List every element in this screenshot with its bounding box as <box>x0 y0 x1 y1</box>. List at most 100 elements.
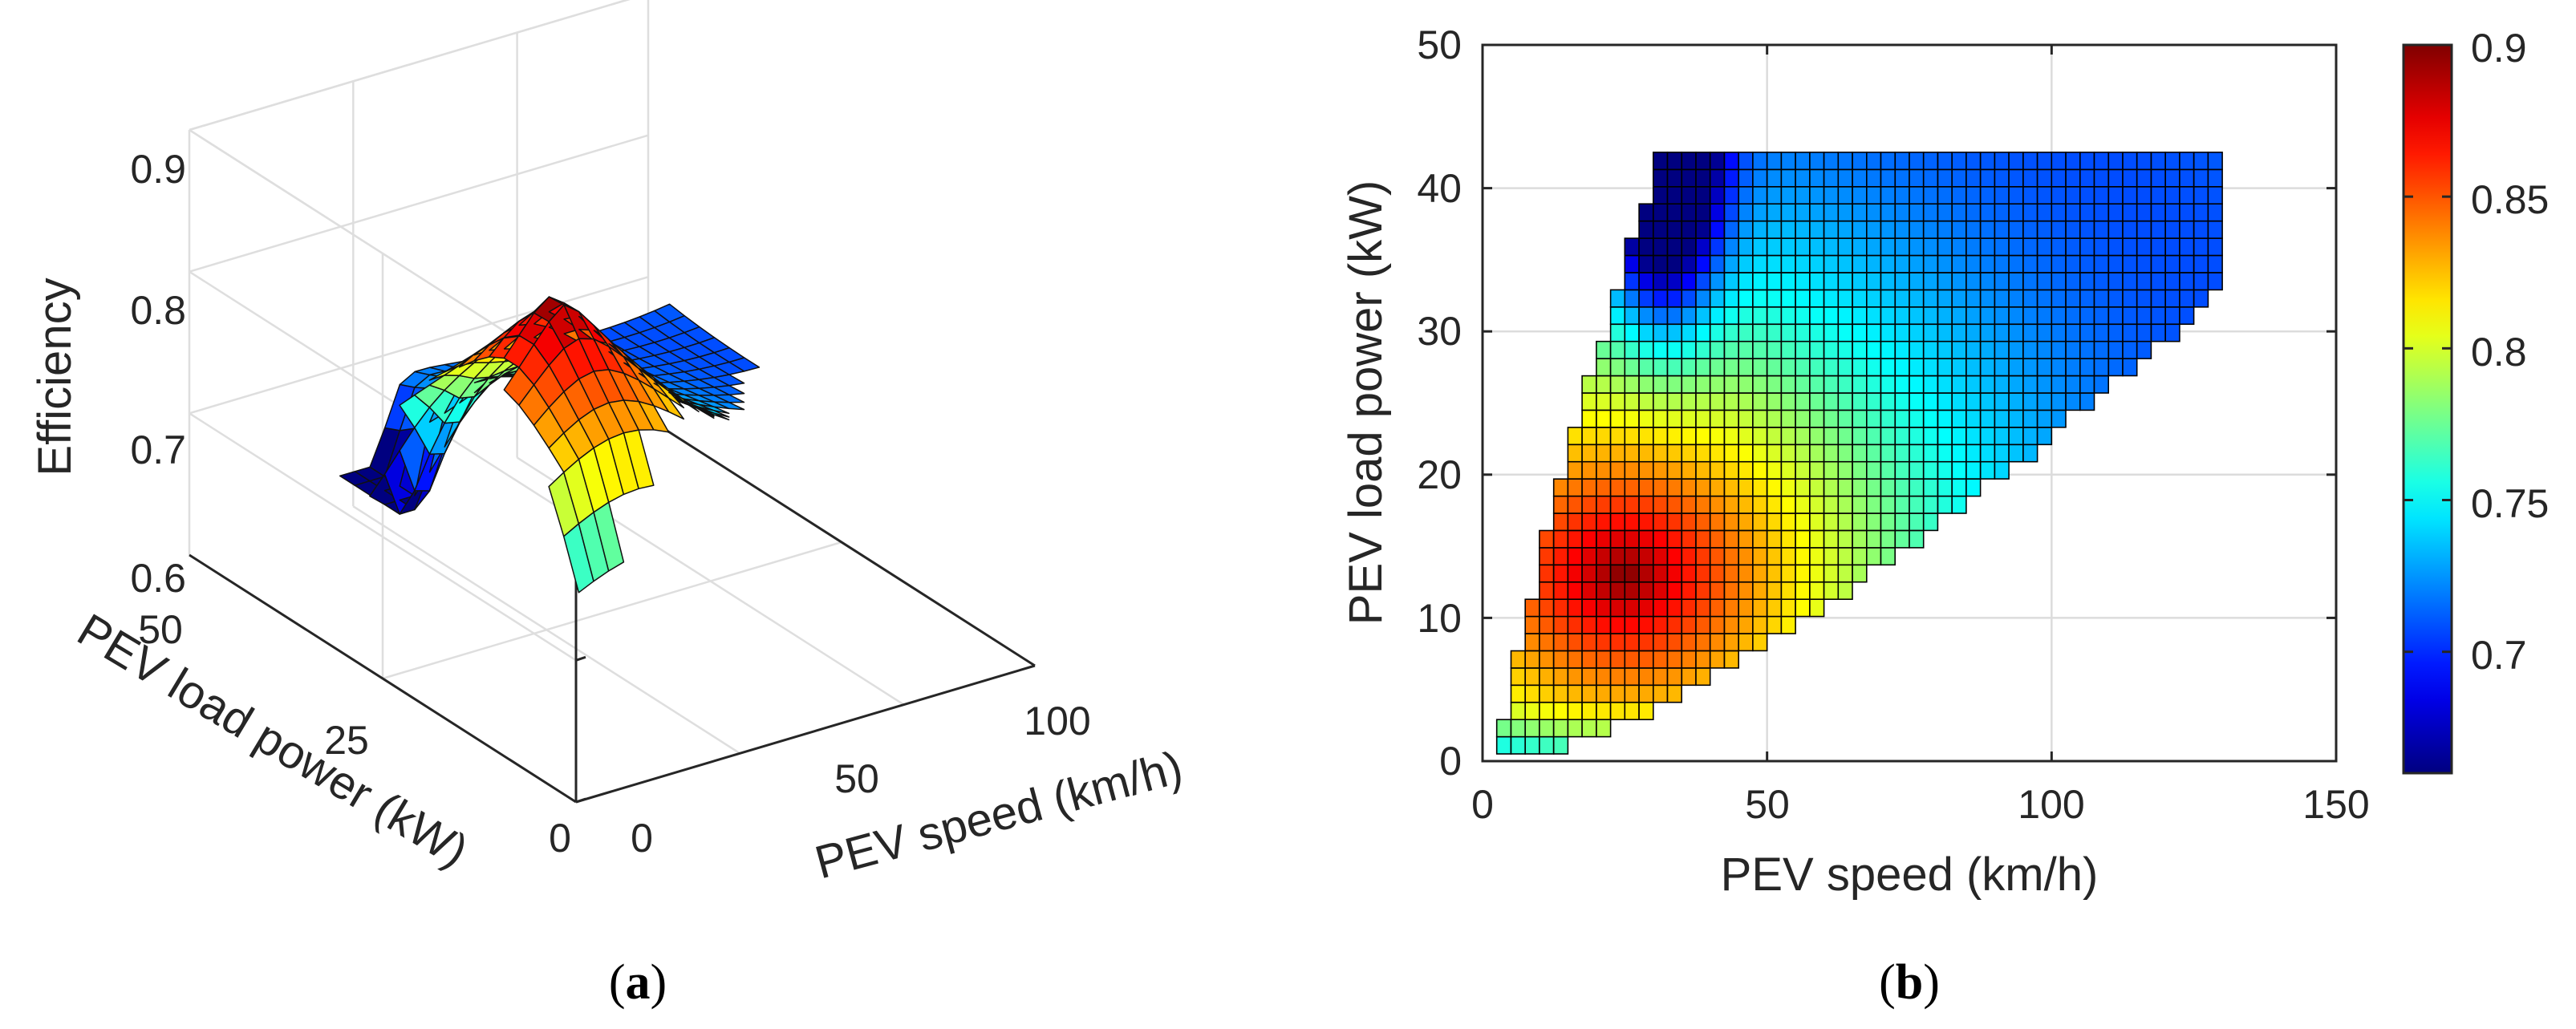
heatmap-cell <box>1965 375 1982 394</box>
heatmap-cell <box>1709 615 1726 634</box>
heatmap-cell <box>1880 306 1897 325</box>
heatmap-cell <box>1596 460 1612 480</box>
heatmap-cell <box>2093 203 2110 222</box>
heatmap-cell <box>1524 650 1540 669</box>
heatmap-cell <box>1766 220 1783 239</box>
heatmap-cell <box>1766 581 1783 600</box>
heatmap-cell <box>2008 186 2024 205</box>
heatmap-cell <box>1609 306 1626 325</box>
heatmap-cell <box>1795 409 1811 428</box>
heatmap-cell <box>1723 358 1740 377</box>
heatmap-cell <box>1596 512 1612 532</box>
heatmap-cell <box>1624 323 1640 342</box>
heatmap-cell <box>2051 340 2067 359</box>
heatmap-cell <box>1738 564 1754 583</box>
heatmap-cell <box>1738 186 1754 205</box>
heatmap-cell <box>1666 547 1683 566</box>
heatmap-cell <box>1723 478 1740 497</box>
heatmap-cell <box>1965 444 1982 463</box>
heatmap-cell <box>1909 237 1925 257</box>
heatmap-cell <box>1738 220 1754 239</box>
heatmap-cell <box>1766 478 1783 497</box>
heatmap-cell <box>2065 254 2081 273</box>
heatmap-cell <box>1823 564 1840 583</box>
panel-b-colorbar <box>2402 43 2453 775</box>
heatmap-cell <box>1979 340 1996 359</box>
heatmap-cell <box>1951 444 1967 463</box>
heatmap-cell <box>1809 186 1825 205</box>
heatmap-cell <box>1624 650 1640 669</box>
heatmap-cell <box>2065 237 2081 257</box>
heatmap-cell <box>2150 323 2167 342</box>
heatmap-cell <box>1738 254 1754 273</box>
heatmap-cell <box>1738 272 1754 291</box>
heatmap-cell <box>1795 427 1811 446</box>
heatmap-cell <box>1937 152 1953 171</box>
heatmap-cell <box>1709 444 1726 463</box>
heatmap-cell <box>2207 186 2223 205</box>
heatmap-cell <box>1852 306 1868 325</box>
heatmap-cell <box>1909 306 1925 325</box>
heatmap-cell <box>1709 478 1726 497</box>
heatmap-cell <box>1922 512 1939 532</box>
heatmap-cell <box>1909 427 1925 446</box>
heatmap-cell <box>1909 168 1925 188</box>
heatmap-cell <box>2179 306 2195 325</box>
heatmap-cell <box>1567 495 1583 514</box>
heatmap-cell <box>1852 340 1868 359</box>
heatmap-cell <box>1994 460 2010 480</box>
heatmap-cell <box>1609 598 1626 618</box>
heatmap-cell <box>1809 168 1825 188</box>
heatmap-cell <box>2193 272 2209 291</box>
heatmap-cell <box>1937 427 1953 446</box>
heatmap-cell <box>1723 615 1740 634</box>
heatmap-cell <box>1638 220 1654 239</box>
heatmap-cell <box>1894 237 1910 257</box>
heatmap-cell <box>1624 427 1640 446</box>
heatmap-cell <box>1596 598 1612 618</box>
heatmap-cell <box>1823 358 1840 377</box>
heatmap-cell <box>1596 667 1612 687</box>
heatmap-cell <box>2051 306 2067 325</box>
heatmap-cell <box>1609 529 1626 549</box>
heatmap-cell <box>1723 444 1740 463</box>
heatmap-cell <box>1638 289 1654 308</box>
heatmap-cell <box>1837 220 1853 239</box>
heatmap-cell <box>1852 289 1868 308</box>
heatmap-cell <box>1994 323 2010 342</box>
heatmap-cell <box>1965 237 1982 257</box>
heatmap-cell <box>2008 409 2024 428</box>
heatmap-cell <box>1624 667 1640 687</box>
heatmap-cell <box>2164 203 2180 222</box>
heatmap-cell <box>1922 168 1939 188</box>
panel-b-y-tick-label: 50 <box>1417 22 1462 67</box>
heatmap-cell <box>1979 358 1996 377</box>
heatmap-cell <box>2122 323 2138 342</box>
heatmap-cell <box>1624 512 1640 532</box>
heatmap-cell <box>1624 684 1640 703</box>
heatmap-cell <box>1894 289 1910 308</box>
heatmap-cell <box>1780 564 1796 583</box>
heatmap-cell <box>1909 495 1925 514</box>
heatmap-cell <box>2079 220 2095 239</box>
heatmap-cell <box>2022 444 2038 463</box>
heatmap-cell <box>1681 495 1697 514</box>
heatmap-cell <box>1723 203 1740 222</box>
heatmap-cell <box>2022 323 2038 342</box>
heatmap-cell <box>1638 581 1654 600</box>
heatmap-cell <box>1609 289 1626 308</box>
heatmap-cell <box>1752 427 1768 446</box>
heatmap-cell <box>1880 152 1897 171</box>
heatmap-cell <box>1951 306 1967 325</box>
heatmap-cell <box>1809 564 1825 583</box>
heatmap-cell <box>1609 323 1626 342</box>
heatmap-cell <box>1880 409 1897 428</box>
heatmap-cell <box>1809 152 1825 171</box>
heatmap-cell <box>1823 529 1840 549</box>
heatmap-cell <box>1596 444 1612 463</box>
heatmap-cell <box>2051 375 2067 394</box>
heatmap-cell <box>1823 168 1840 188</box>
heatmap-cell <box>1638 633 1654 652</box>
heatmap-cell <box>1738 306 1754 325</box>
heatmap-cell <box>1823 272 1840 291</box>
